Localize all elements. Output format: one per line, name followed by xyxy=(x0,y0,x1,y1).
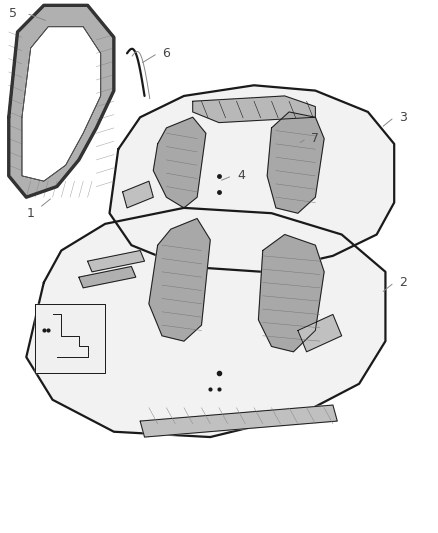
Text: 3: 3 xyxy=(399,111,407,124)
Polygon shape xyxy=(22,27,101,181)
Polygon shape xyxy=(193,96,315,123)
Polygon shape xyxy=(110,85,394,272)
Text: 5: 5 xyxy=(9,7,17,20)
Text: 4: 4 xyxy=(237,169,245,182)
Polygon shape xyxy=(123,181,153,208)
Polygon shape xyxy=(79,266,136,288)
Polygon shape xyxy=(35,304,105,373)
Text: 7: 7 xyxy=(311,132,319,145)
Polygon shape xyxy=(153,117,206,208)
Polygon shape xyxy=(140,405,337,437)
Polygon shape xyxy=(88,251,145,272)
Polygon shape xyxy=(267,112,324,213)
Polygon shape xyxy=(149,219,210,341)
Polygon shape xyxy=(9,5,114,197)
Polygon shape xyxy=(298,314,342,352)
Text: 6: 6 xyxy=(162,47,170,60)
Polygon shape xyxy=(258,235,324,352)
Text: 1: 1 xyxy=(27,207,35,220)
Text: 2: 2 xyxy=(399,276,407,289)
Polygon shape xyxy=(26,208,385,437)
